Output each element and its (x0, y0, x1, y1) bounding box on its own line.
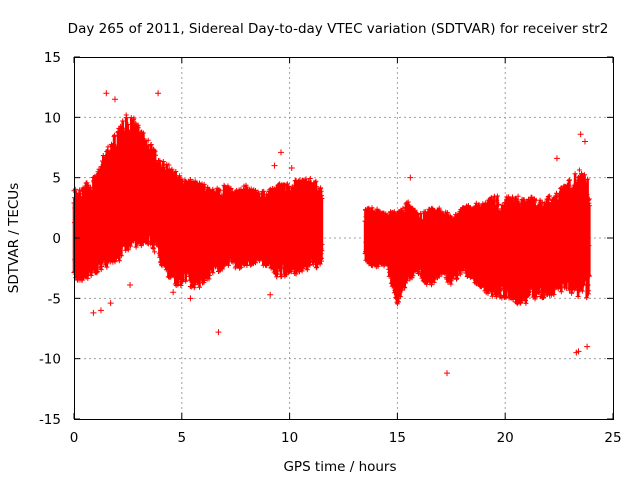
outlier-point (107, 300, 114, 307)
point-markers (362, 167, 592, 307)
outlier-point (581, 138, 588, 145)
outlier-point (155, 90, 162, 97)
chart-title: Day 265 of 2011, Sidereal Day-to-day VTE… (68, 21, 609, 37)
y-tick-label: 10 (44, 110, 61, 126)
outlier-point (271, 162, 278, 169)
dense-segment-1 (71, 112, 325, 291)
outlier-point (111, 96, 118, 103)
x-axis-label: GPS time / hours (283, 459, 396, 475)
x-tick-label: 25 (604, 430, 621, 446)
y-axis-label: SDTVAR / TECUs (6, 183, 22, 293)
axis-ticks: 0 5 10 15 20 25 -15 -10 -5 0 5 10 15 (39, 50, 622, 446)
outlier-point (215, 329, 222, 336)
dense-segment-2 (362, 167, 592, 307)
y-tick-label: -15 (39, 412, 61, 428)
x-tick-label: 10 (281, 430, 298, 446)
outlier-point (407, 174, 414, 181)
outlier-point (553, 155, 560, 162)
y-tick-label: 5 (52, 171, 61, 187)
outlier-point (187, 295, 194, 302)
outlier-point (288, 165, 295, 172)
outlier-point (103, 90, 110, 97)
y-tick-label: 15 (44, 50, 61, 66)
outlier-point (170, 289, 177, 296)
outlier-point (97, 307, 104, 314)
x-tick-label: 0 (70, 430, 79, 446)
x-tick-label: 5 (178, 430, 187, 446)
y-tick-label: -10 (39, 352, 61, 368)
outlier-point (127, 282, 134, 289)
outlier-point (277, 149, 284, 156)
outlier-point (267, 291, 274, 298)
outlier-point (575, 348, 582, 355)
x-tick-label: 15 (389, 430, 406, 446)
outlier-point (90, 309, 97, 316)
outlier-point (577, 131, 584, 138)
outlier-point (443, 370, 450, 377)
data-layer (71, 90, 592, 377)
y-tick-label: -5 (48, 291, 61, 307)
x-tick-label: 20 (497, 430, 514, 446)
y-tick-label: 0 (52, 231, 61, 247)
outlier-point (584, 343, 591, 350)
